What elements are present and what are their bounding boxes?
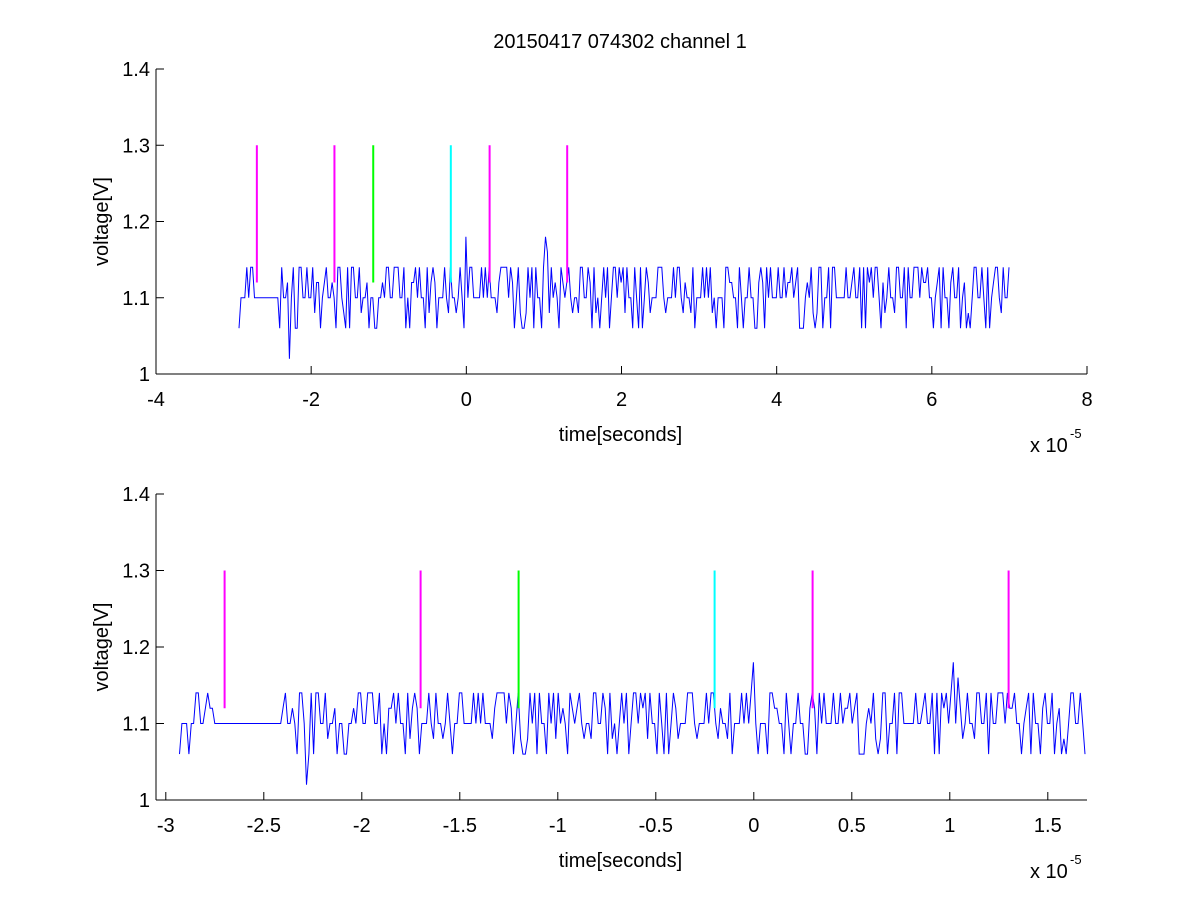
figure-title: 20150417 074302 channel 1: [493, 31, 747, 53]
x-tick-label: -3: [157, 815, 175, 837]
x-tick-label: -1.5: [443, 815, 477, 837]
signal-trace: [238, 236, 1010, 359]
x-tick-label: -0.5: [639, 815, 673, 837]
x-axis-label: time[seconds]: [559, 424, 682, 446]
x-tick-label: 1: [944, 815, 955, 837]
x-tick-label: -2: [353, 815, 371, 837]
x-axis-multiplier: x 10: [1030, 435, 1068, 457]
y-tick-label: 1.1: [122, 714, 150, 736]
x-tick-label: 6: [926, 389, 937, 411]
x-tick-label: -2.5: [247, 815, 281, 837]
x-tick-label: -2: [302, 389, 320, 411]
y-axis-label: voltage[V]: [91, 603, 113, 692]
y-tick-label: 1: [139, 790, 150, 812]
y-tick-label: 1.1: [122, 288, 150, 310]
x-axis-label: time[seconds]: [559, 850, 682, 872]
y-tick-label: 1.4: [122, 59, 150, 81]
signal-trace: [179, 662, 1086, 785]
top-plot: 1 1.1 1.2 1.3 1.4 -4 -2 0 2 4 6 8 time[seconds] volta…: [91, 59, 1093, 457]
x-tick-label: 1.5: [1034, 815, 1062, 837]
x-axis-multiplier: x 10: [1030, 861, 1068, 883]
y-tick-label: 1: [139, 364, 150, 386]
x-tick-label: 4: [771, 389, 782, 411]
y-tick-label: 1.2: [122, 637, 150, 659]
x-tick-label: 8: [1081, 389, 1092, 411]
x-tick-label: 0: [748, 815, 759, 837]
x-tick-label: -1: [549, 815, 567, 837]
bottom-plot: 1 1.1 1.2 1.3 1.4 -3 -2.5 -2 -1.5 -1 -0.5 0 0.5 1 1.5 t…: [91, 484, 1087, 883]
x-tick-label: -4: [147, 389, 165, 411]
y-tick-label: 1.3: [122, 561, 150, 583]
x-tick-label: 0: [461, 389, 472, 411]
x-tick-label: 0.5: [838, 815, 866, 837]
x-axis-exponent: -5: [1070, 852, 1082, 867]
y-tick-label: 1.2: [122, 212, 150, 234]
y-tick-label: 1.4: [122, 484, 150, 506]
x-axis-exponent: -5: [1070, 426, 1082, 441]
y-axis-label: voltage[V]: [91, 177, 113, 266]
y-tick-label: 1.3: [122, 135, 150, 157]
x-tick-label: 2: [616, 389, 627, 411]
